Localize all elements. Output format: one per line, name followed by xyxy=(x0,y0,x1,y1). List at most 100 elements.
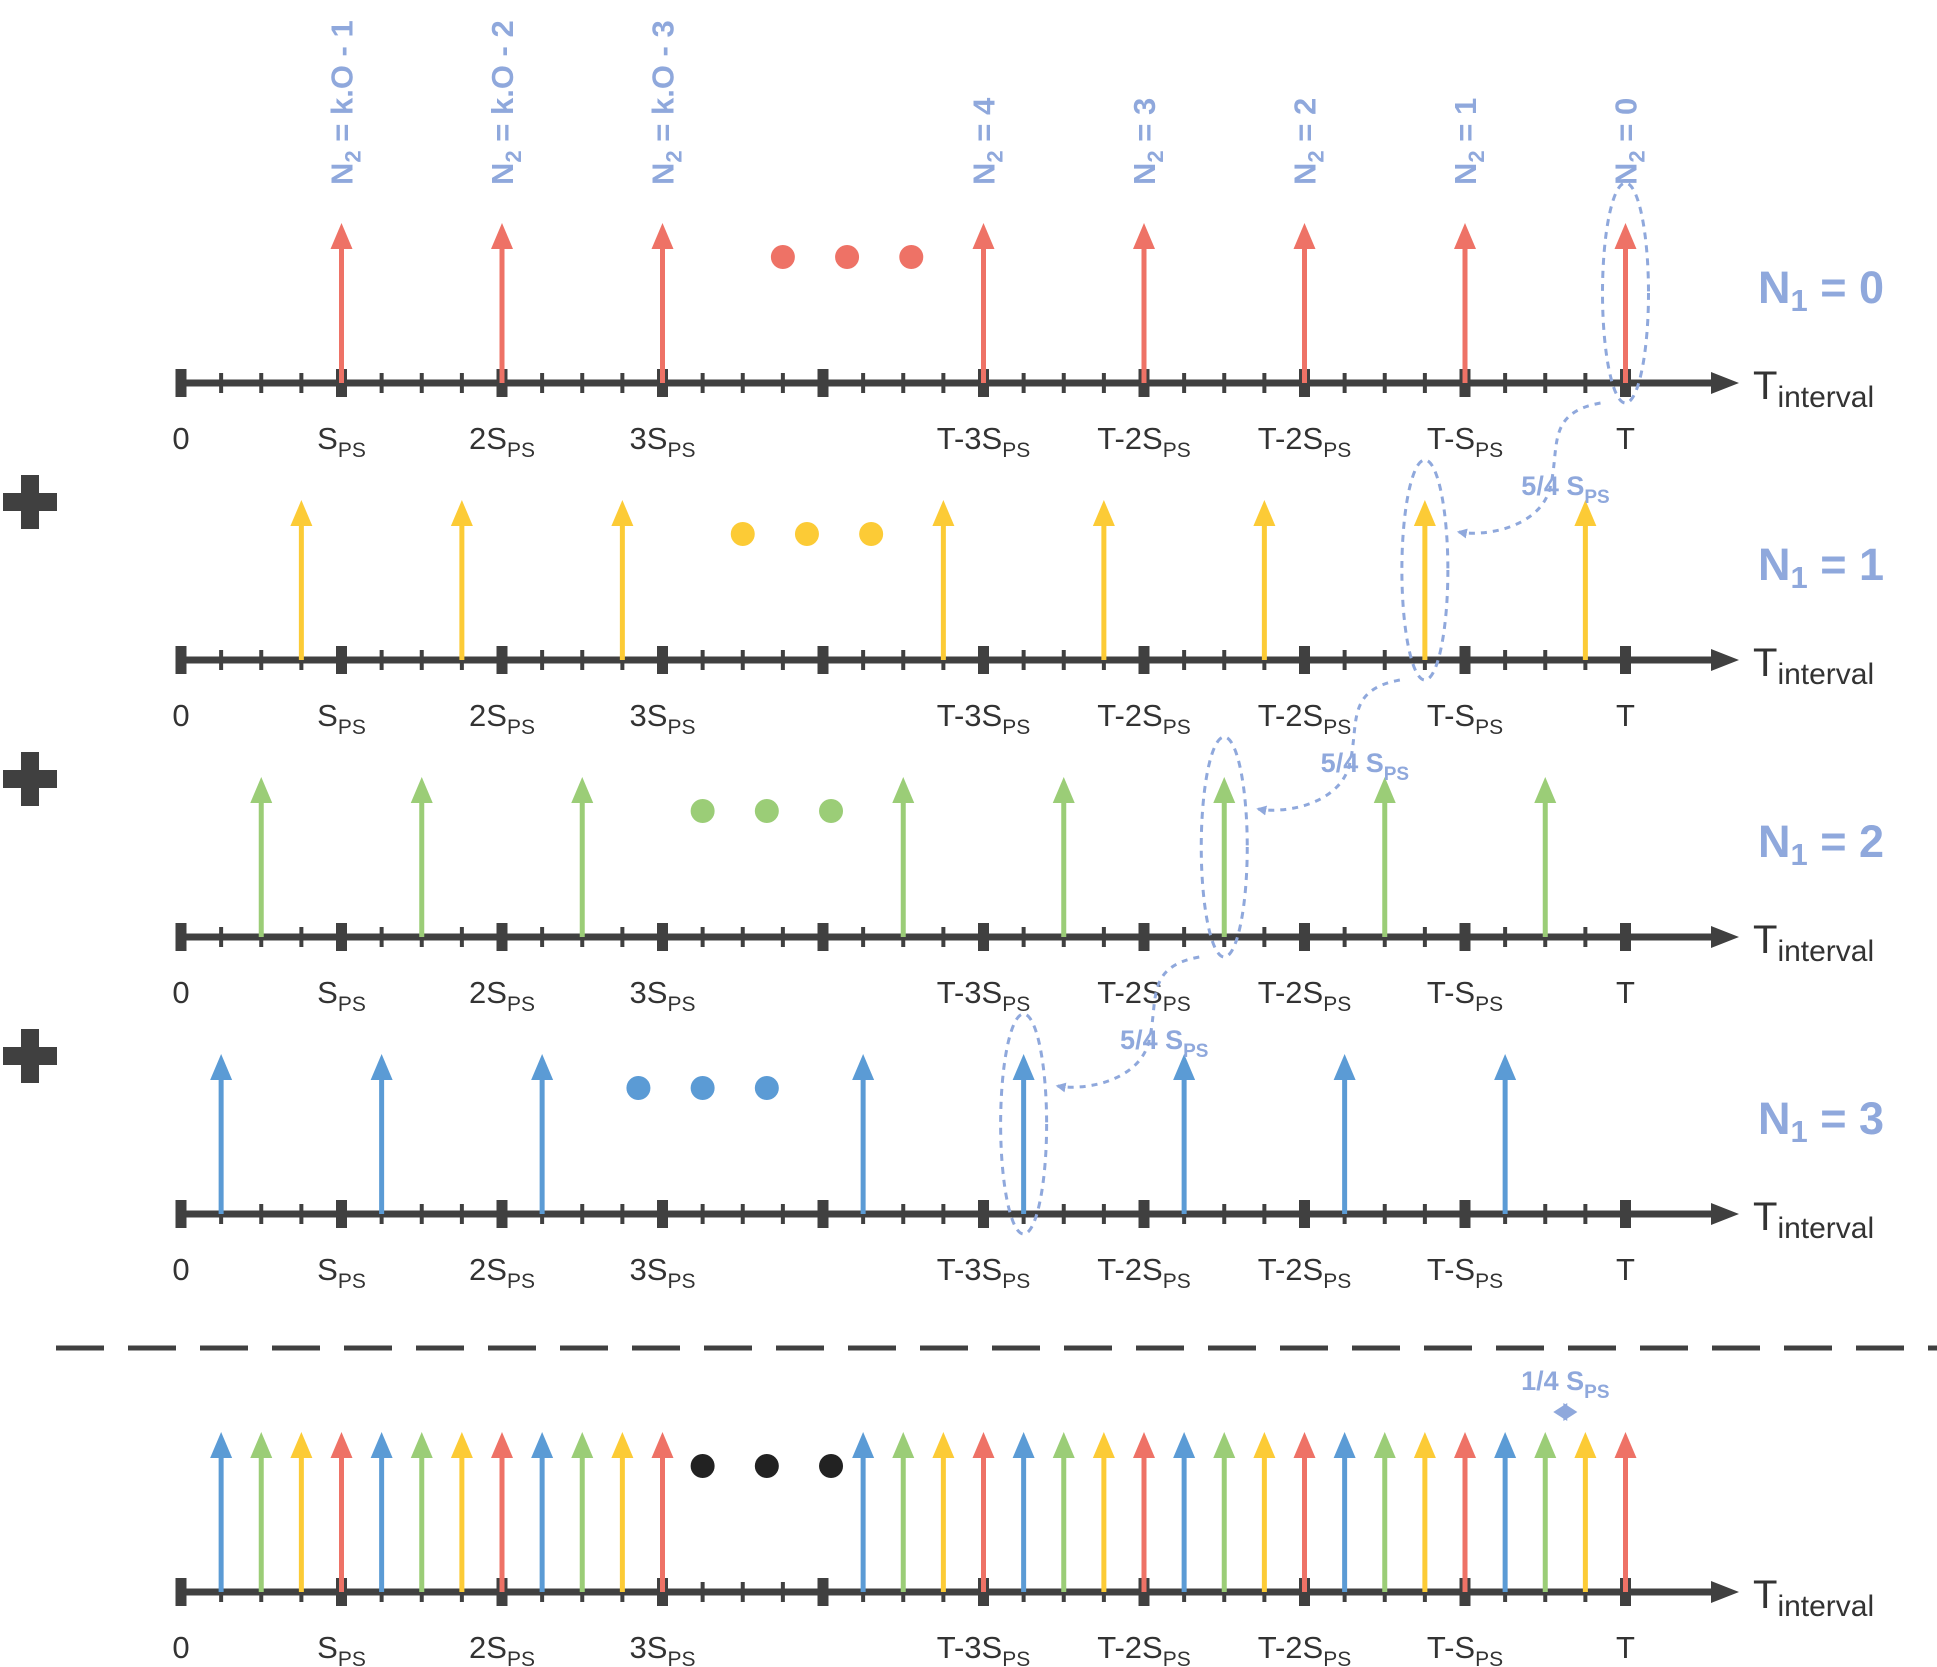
impulse-arrow-head xyxy=(531,1054,554,1080)
ellipsis-dot xyxy=(754,1076,779,1100)
impulse-arrow-head xyxy=(1574,500,1597,526)
plus-sign xyxy=(3,752,57,806)
plus-bar-v xyxy=(21,475,39,529)
time-axis-0: 0 SPS 2SPS 3SPS T-3SPS T-2SPS T-2SPS T-SPS T Tint… xyxy=(172,364,1874,462)
tick-label: T-SPS xyxy=(1427,698,1503,739)
impulse-arrow-head xyxy=(1173,1054,1196,1080)
time-axis-3: 0 SPS 2SPS 3SPS T-3SPS T-2SPS T-2SPS T-SPS T Tint… xyxy=(172,1195,1874,1293)
combined-arrow-head xyxy=(330,1432,353,1458)
shift-label: 5/4 SPS xyxy=(1521,471,1609,508)
tick-label: T-3SPS xyxy=(937,698,1030,739)
tick-label: T-SPS xyxy=(1427,1630,1503,1667)
n2-label: N2 = k.O - 2 xyxy=(485,20,526,185)
impulse-arrow-head xyxy=(210,1054,233,1080)
impulse-arrow-head xyxy=(1133,223,1155,249)
tick-label: T xyxy=(1616,1630,1635,1665)
axis-name: Tinterval xyxy=(1753,364,1874,414)
tick-label: 0 xyxy=(172,1630,189,1665)
axis-name: Tinterval xyxy=(1753,918,1874,968)
combined-arrow-head xyxy=(531,1432,554,1458)
tick-label: T-3SPS xyxy=(937,421,1030,462)
impulse-arrow-head xyxy=(1373,777,1396,803)
plus-bar-v xyxy=(21,1029,39,1083)
axis-name: Tinterval xyxy=(1753,641,1874,691)
ellipsis-dot xyxy=(770,245,795,269)
tick-label: 2SPS xyxy=(469,1630,535,1667)
impulse-arrow-head xyxy=(1333,1054,1356,1080)
highlight-ellipse xyxy=(1400,458,1450,682)
tick-label: T-2SPS xyxy=(1097,421,1190,462)
tick-label: T-2SPS xyxy=(1258,1252,1351,1293)
shift-label: 5/4 SPS xyxy=(1120,1025,1208,1062)
tick-label: 3SPS xyxy=(630,698,696,739)
highlight-ellipse xyxy=(1199,735,1249,959)
tick-label: 2SPS xyxy=(469,975,535,1016)
combined-arrow-head xyxy=(1173,1432,1196,1458)
n2-label: N2 = 1 xyxy=(1448,98,1489,185)
tick-label: T-2SPS xyxy=(1097,698,1190,739)
plus-sign xyxy=(3,1029,57,1083)
ellipsis-dot xyxy=(690,1076,715,1100)
tick-label: 0 xyxy=(172,1252,189,1287)
impulse-arrow-head xyxy=(1494,1054,1517,1080)
impulse-arrow-head xyxy=(330,223,353,249)
impulse-arrow-head xyxy=(1213,777,1236,803)
combined-arrow-head xyxy=(210,1432,233,1458)
impulse-arrow-head xyxy=(1253,500,1276,526)
tick-label: T-2SPS xyxy=(1097,975,1190,1016)
tick-label: 0 xyxy=(172,421,189,456)
tick-label: T xyxy=(1616,421,1635,456)
combined-arrow-head xyxy=(932,1432,955,1458)
impulse-arrow-head xyxy=(571,777,594,803)
combined-arrow-head xyxy=(1133,1432,1155,1458)
axis-arrowhead xyxy=(1711,649,1739,671)
n1-label: N1 = 1 xyxy=(1758,539,1884,595)
combined-arrow-head xyxy=(1614,1432,1637,1458)
tick-label: T-2SPS xyxy=(1258,1630,1351,1667)
axis-name: Tinterval xyxy=(1753,1573,1874,1623)
combined-arrow-head xyxy=(1454,1432,1476,1458)
time-axis-2: 0 SPS 2SPS 3SPS T-3SPS T-2SPS T-2SPS T-SPS T Tint… xyxy=(172,918,1874,1016)
highlight-ellipse xyxy=(1601,181,1650,405)
axis-arrowhead xyxy=(1711,372,1739,394)
tick-label: SPS xyxy=(317,698,366,739)
shift-label: 5/4 SPS xyxy=(1321,748,1409,785)
axis-arrowhead xyxy=(1711,1581,1739,1603)
combined-arrow-head xyxy=(651,1432,674,1458)
row-n1-0: 0 SPS 2SPS 3SPS T-3SPS T-2SPS T-2SPS T-SPS T Tint… xyxy=(172,181,1884,462)
ellipsis-dot xyxy=(794,522,819,546)
tick-label: 2SPS xyxy=(469,421,535,462)
tick-label: T-SPS xyxy=(1427,975,1503,1016)
n2-label: N2 = 2 xyxy=(1288,98,1329,185)
combined-arrow-head xyxy=(1574,1432,1597,1458)
ellipsis-dot xyxy=(819,799,844,823)
impulse-arrow-head xyxy=(1413,500,1436,526)
combined-arrow-head xyxy=(450,1432,473,1458)
tick-label: 0 xyxy=(172,975,189,1010)
impulse-arrow-head xyxy=(1293,223,1316,249)
shift-curve xyxy=(1456,401,1601,539)
shift-curve xyxy=(1256,678,1401,816)
impulse-arrow-head xyxy=(1092,500,1115,526)
n1-label: N1 = 2 xyxy=(1758,816,1884,872)
tick-label: SPS xyxy=(317,421,366,462)
spacing-label: 1/4 SPS xyxy=(1521,1366,1609,1403)
tick-label: T-3SPS xyxy=(937,975,1030,1016)
tick-label: T-SPS xyxy=(1427,421,1503,462)
tick-label: 3SPS xyxy=(630,1252,696,1293)
tick-label: 2SPS xyxy=(469,698,535,739)
tick-label: SPS xyxy=(317,1252,366,1293)
combined-arrow-head xyxy=(290,1432,313,1458)
tick-label: T-2SPS xyxy=(1097,1630,1190,1667)
tick-label: 2SPS xyxy=(469,1252,535,1293)
impulse-arrow-head xyxy=(410,777,433,803)
impulse-arrow-head xyxy=(370,1054,393,1080)
impulse-arrow-head xyxy=(611,500,634,526)
shift-curve xyxy=(1055,955,1200,1093)
ellipsis-dot xyxy=(626,1076,651,1100)
ellipsis-dot xyxy=(819,1454,844,1478)
combined-arrow-head xyxy=(1373,1432,1396,1458)
combined-arrow-head xyxy=(1092,1432,1115,1458)
tick-label: T-3SPS xyxy=(937,1630,1030,1667)
row-n1-2: 0 SPS 2SPS 3SPS T-3SPS T-2SPS T-2SPS T-SPS T Tint… xyxy=(172,735,1884,1016)
